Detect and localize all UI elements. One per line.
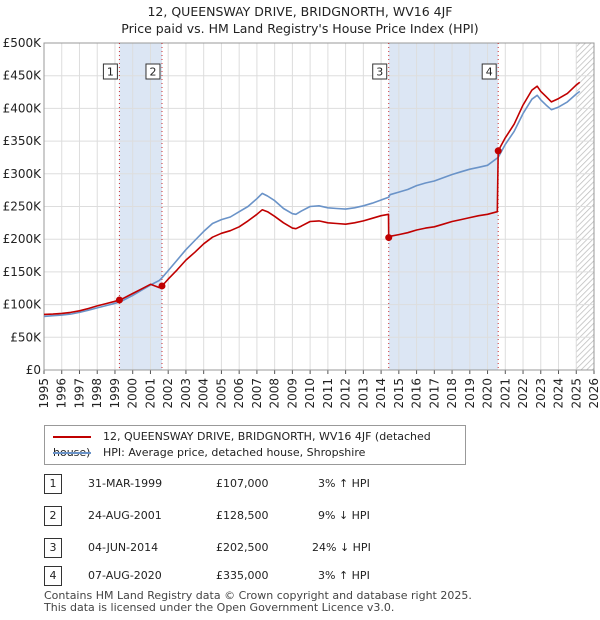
x-tick-label: 2018 xyxy=(445,378,459,409)
sale-number-box xyxy=(102,63,118,80)
x-tick-label: 2013 xyxy=(356,378,370,409)
price-paid-line xyxy=(43,81,581,316)
x-tick-label: 2002 xyxy=(161,378,175,409)
y-tick-label: £450K xyxy=(3,69,43,83)
x-tick-label: 2016 xyxy=(410,378,424,409)
sale-date: 24-AUG-2001 xyxy=(88,509,162,522)
sale-hpi-diff: 24% ↓ HPI xyxy=(312,541,371,554)
sale-number-badge: 1 xyxy=(44,474,62,494)
x-tick-label: 1997 xyxy=(72,378,86,409)
x-tick-label: 2015 xyxy=(392,378,406,409)
x-tick-label: 2014 xyxy=(374,378,388,409)
y-tick-label: £250K xyxy=(3,200,43,214)
x-tick-label: 1999 xyxy=(108,378,122,409)
y-tick-label: £50K xyxy=(10,330,42,344)
footer-licence: This data is licensed under the Open Gov… xyxy=(44,601,395,614)
x-tick-label: 2012 xyxy=(339,378,353,409)
x-tick-label: 2000 xyxy=(126,378,140,409)
y-tick-label: £100K xyxy=(3,298,43,312)
x-tick-label: 2026 xyxy=(587,378,600,409)
x-tick-label: 2008 xyxy=(268,378,282,409)
sale-price: £202,500 xyxy=(216,541,269,554)
legend-label-hpi: HPI: Average price, detached house, Shro… xyxy=(103,446,366,459)
sale-price: £335,000 xyxy=(216,569,269,582)
sale-point xyxy=(494,147,502,155)
legend-item-price: 12, QUEENSWAY DRIVE, BRIDGNORTH, WV16 4J… xyxy=(53,429,465,459)
x-tick-label: 2021 xyxy=(498,378,512,409)
sale-point xyxy=(158,282,166,290)
sale-number-badge: 2 xyxy=(44,506,62,526)
x-tick-label: 2023 xyxy=(534,378,548,409)
x-tick-label: 2003 xyxy=(179,378,193,409)
sale-number-box xyxy=(372,63,388,80)
x-tick-label: 2020 xyxy=(481,378,495,409)
y-tick-label: £500K xyxy=(3,36,43,50)
x-tick-label: 2017 xyxy=(427,378,441,409)
legend-swatch-price xyxy=(53,436,91,438)
x-tick-label: 2022 xyxy=(516,378,530,409)
x-tick-label: 2007 xyxy=(250,378,264,409)
table-row: 3 04-JUN-2014 £202,500 24% ↓ HPI xyxy=(44,538,464,558)
y-tick-label: £350K xyxy=(3,134,43,148)
sale-date: 04-JUN-2014 xyxy=(88,541,159,554)
table-row: 4 07-AUG-2020 £335,000 3% ↑ HPI xyxy=(44,566,464,586)
sale-number-label: 1 xyxy=(107,66,114,79)
sale-point xyxy=(115,296,123,304)
chart-subtitle: Price paid vs. HM Land Registry's House … xyxy=(121,21,479,36)
x-tick-label: 1995 xyxy=(37,378,51,409)
sale-number-label: 2 xyxy=(149,66,156,79)
sale-hpi-diff: 9% ↓ HPI xyxy=(318,509,370,522)
sale-point xyxy=(385,234,393,242)
legend: 12, QUEENSWAY DRIVE, BRIDGNORTH, WV16 4J… xyxy=(44,425,466,465)
legend-swatch-hpi xyxy=(53,452,91,454)
price-chart: £0 £50K £100K £150K £200K £250K £300K £350K £400… xyxy=(3,36,600,409)
y-tick-label: £150K xyxy=(3,265,43,279)
table-row: 2 24-AUG-2001 £128,500 9% ↓ HPI xyxy=(44,506,464,526)
x-tick-label: 1996 xyxy=(55,378,69,409)
footer: Contains HM Land Registry data © Crown c… xyxy=(44,590,472,614)
hpi-line xyxy=(43,90,581,318)
plot-frame xyxy=(43,42,595,371)
sale-hpi-diff: 3% ↑ HPI xyxy=(318,569,370,582)
x-tick-label: 2009 xyxy=(285,378,299,409)
x-tick-label: 2006 xyxy=(232,378,246,409)
sale-number-badge: 4 xyxy=(44,566,62,586)
sale-number-label: 4 xyxy=(486,66,493,79)
chart-title: 12, QUEENSWAY DRIVE, BRIDGNORTH, WV16 4J… xyxy=(147,4,453,19)
sale-price: £128,500 xyxy=(216,509,269,522)
sale-number-box xyxy=(481,63,497,80)
x-tick-label: 2025 xyxy=(569,378,583,409)
sale-number-label: 3 xyxy=(376,66,383,79)
y-tick-label: £200K xyxy=(3,232,43,246)
footer-copyright: Contains HM Land Registry data © Crown c… xyxy=(44,589,472,602)
sale-number-badge: 3 xyxy=(44,538,62,558)
x-tick-label: 2005 xyxy=(214,378,228,409)
x-tick-label: 2011 xyxy=(321,378,335,409)
sale-number-box xyxy=(145,63,161,80)
sale-date: 31-MAR-1999 xyxy=(88,477,163,490)
table-row: 1 31-MAR-1999 £107,000 3% ↑ HPI xyxy=(44,474,464,494)
x-tick-label: 1998 xyxy=(90,378,104,409)
legend-item-hpi: HPI: Average price, detached house, Shro… xyxy=(53,445,365,461)
sale-date: 07-AUG-2020 xyxy=(88,569,162,582)
x-tick-label: 2001 xyxy=(143,378,157,409)
x-tick-label: 2010 xyxy=(303,378,317,409)
y-tick-label: £0 xyxy=(26,363,41,377)
sale-price: £107,000 xyxy=(216,477,269,490)
y-tick-label: £300K xyxy=(3,167,43,181)
x-tick-label: 2019 xyxy=(463,378,477,409)
sale-hpi-diff: 3% ↑ HPI xyxy=(318,477,370,490)
x-tick-label: 2024 xyxy=(552,378,566,409)
x-tick-label: 2004 xyxy=(197,378,211,409)
y-tick-label: £400K xyxy=(3,101,43,115)
